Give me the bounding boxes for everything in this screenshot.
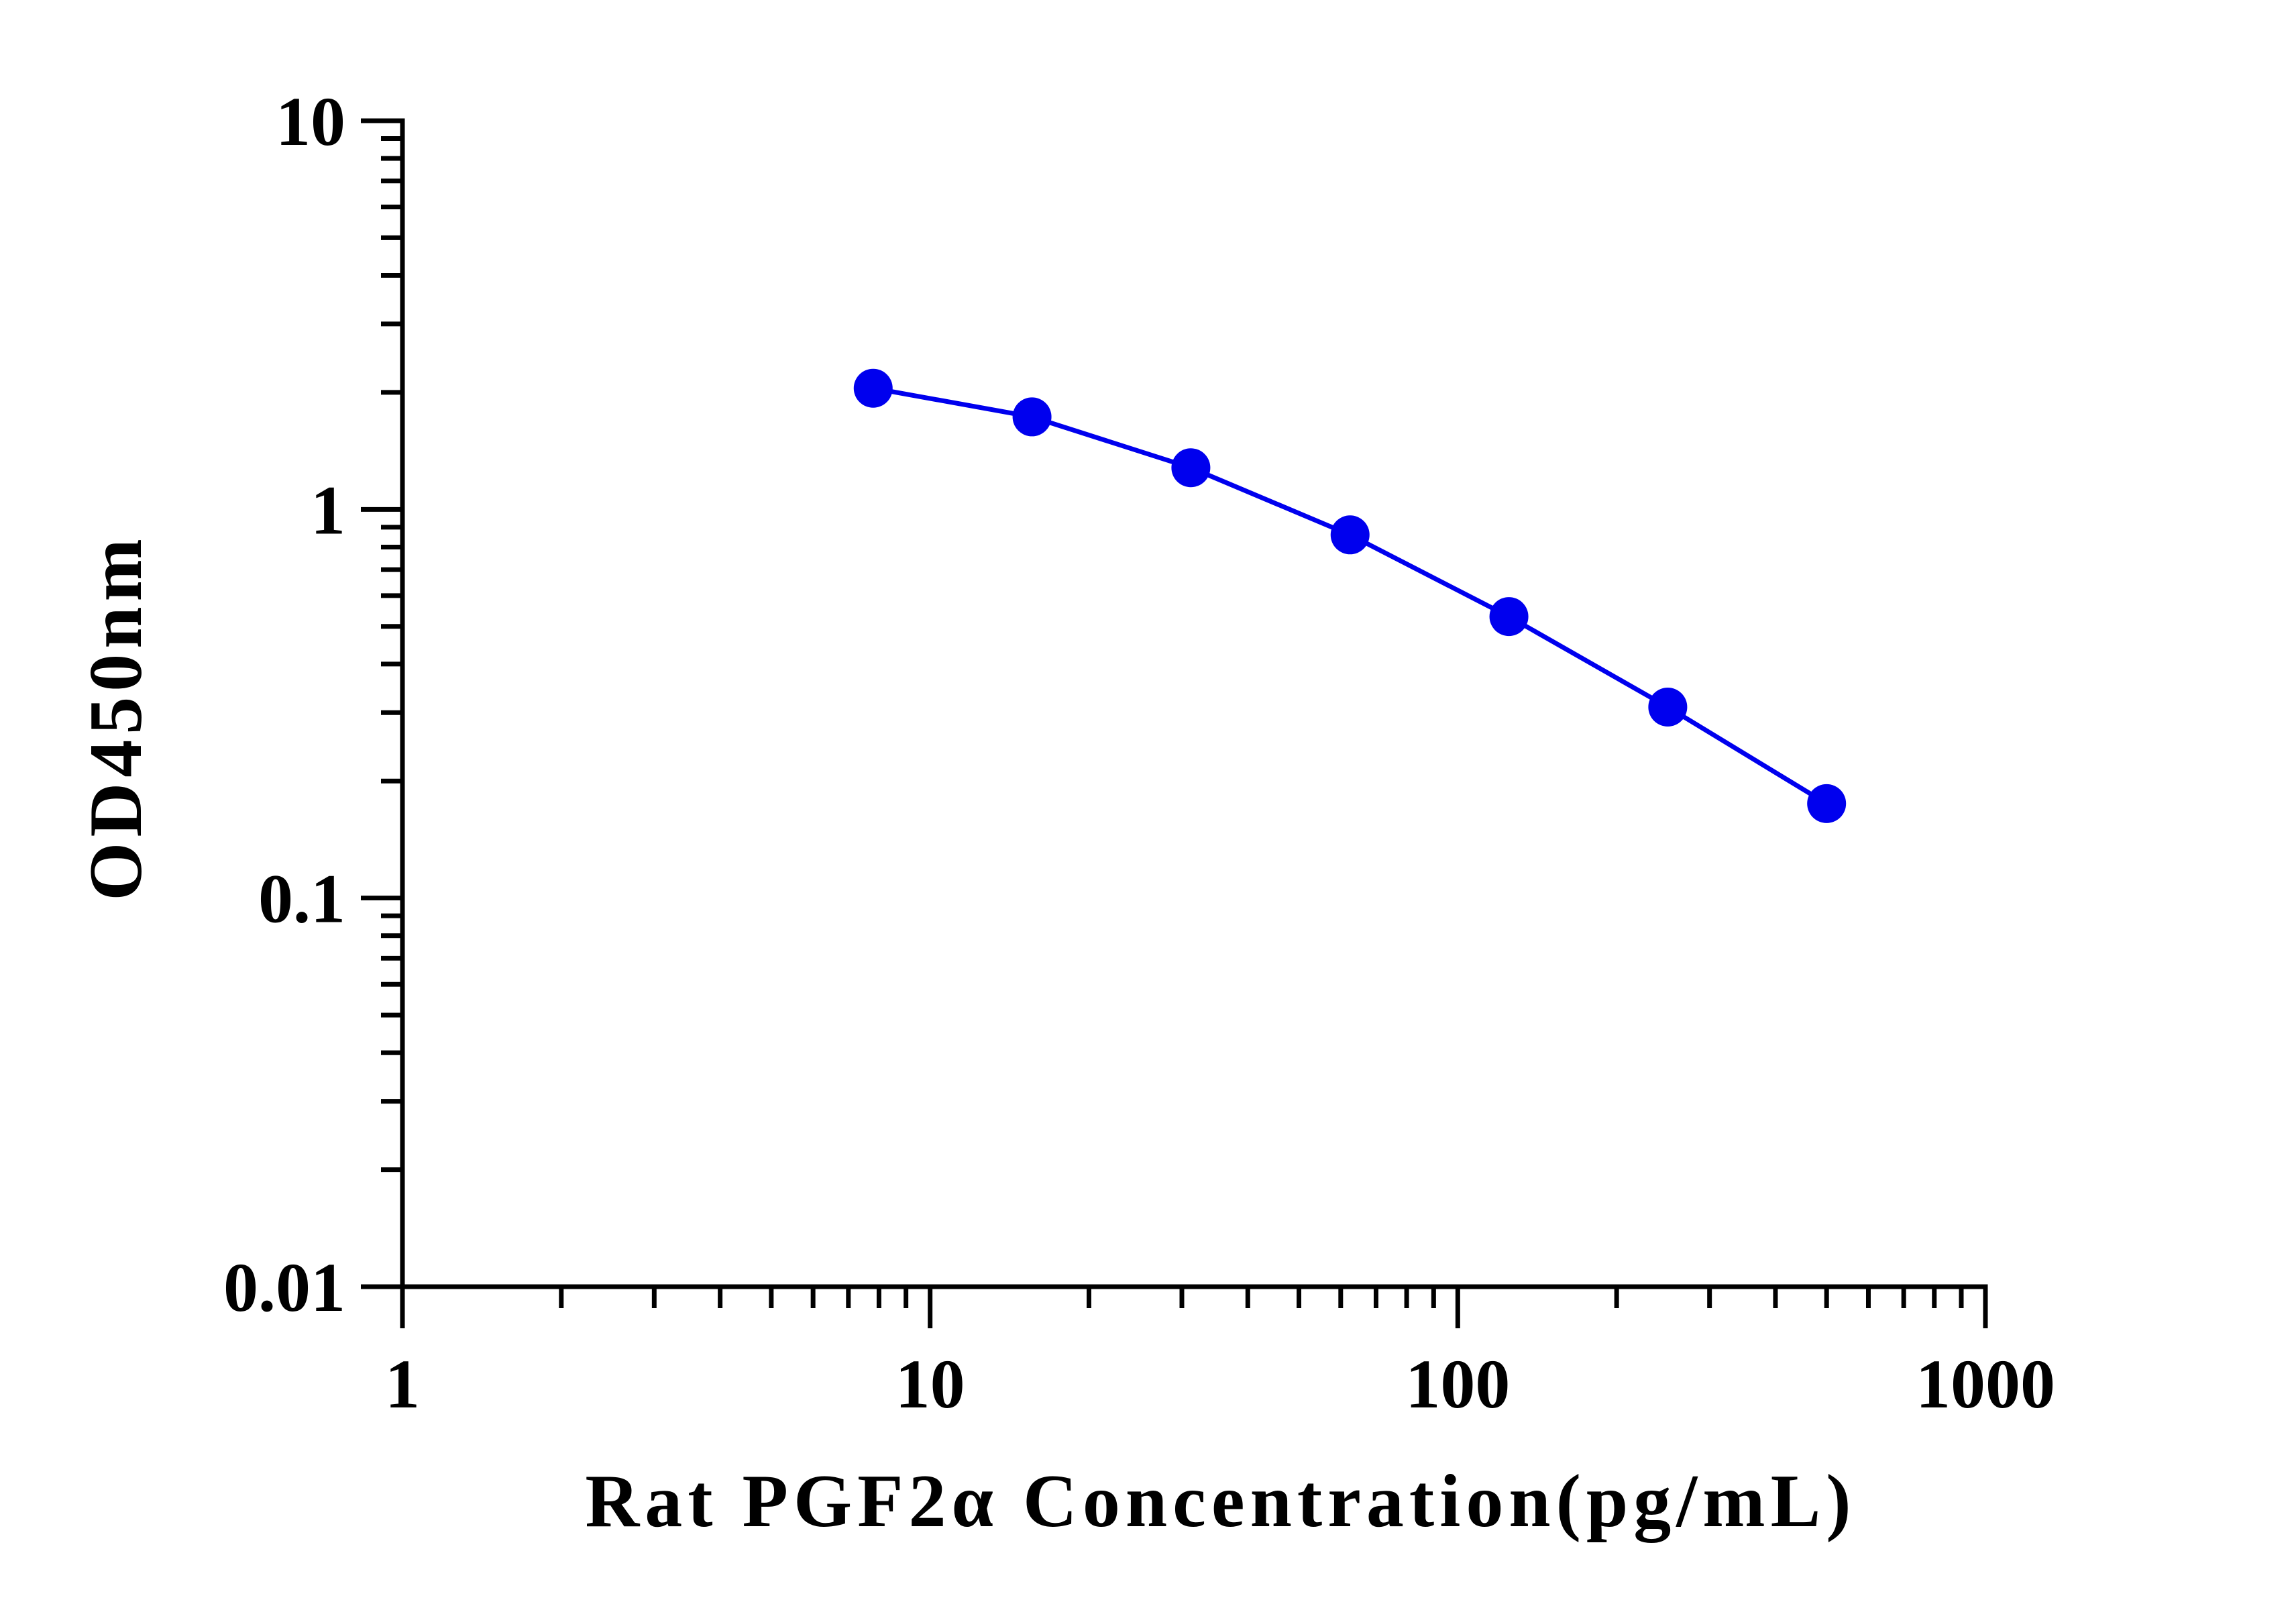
x-axis-title: Rat PGF2α Concentration(pg/mL) <box>585 1460 1856 1543</box>
axes <box>400 118 1988 1289</box>
x-tick-label: 1 <box>385 1346 420 1423</box>
data-point <box>1648 688 1688 727</box>
y-axis-title: OD450nm <box>74 533 158 901</box>
data-point <box>1330 515 1370 555</box>
y-tick-label: 0.1 <box>258 861 345 938</box>
data-point <box>1171 448 1211 488</box>
x-tick-label: 10 <box>895 1346 965 1423</box>
y-tick-label: 10 <box>276 83 345 160</box>
series-layer <box>853 368 1847 823</box>
x-tick-label: 1000 <box>1916 1346 2055 1423</box>
series-line <box>873 386 1828 806</box>
data-point <box>853 368 893 408</box>
data-point <box>1489 597 1529 637</box>
data-point <box>1012 397 1052 437</box>
x-tick-label: 100 <box>1405 1346 1510 1423</box>
y-tick-label: 1 <box>311 472 345 549</box>
x-ticks: 1 10 100 1000 <box>385 1287 2055 1423</box>
y-tick-label: 0.01 <box>223 1249 345 1326</box>
data-point <box>1807 784 1847 823</box>
y-ticks: 0.01 0.1 1 10 <box>223 83 402 1326</box>
